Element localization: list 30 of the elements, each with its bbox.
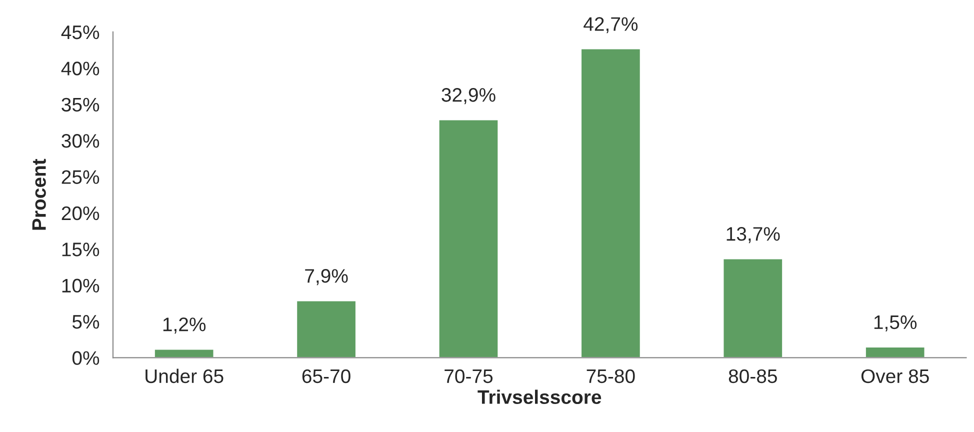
y-tick-label: 15%	[62, 242, 100, 256]
y-tick-label: 5%	[72, 315, 100, 329]
x-tick-label: 75-80	[586, 369, 635, 384]
bar	[722, 258, 784, 358]
y-tick-label: 25%	[62, 170, 100, 184]
data-label: 42,7%	[584, 17, 638, 34]
y-tick-label: 35%	[62, 98, 100, 112]
data-label: 1,5%	[874, 315, 917, 332]
y-axis-title: Procent	[32, 158, 46, 230]
x-tick-label: 70-75	[444, 369, 493, 384]
data-label: 13,7%	[726, 227, 780, 244]
x-tick-label: 65-70	[302, 369, 350, 384]
data-label: 32,9%	[442, 88, 496, 104]
x-axis-title: Trivselsscore	[478, 390, 602, 404]
y-tick-label: 40%	[61, 62, 100, 76]
y-tick-label: 20%	[62, 206, 100, 220]
bar	[864, 346, 926, 358]
bar	[438, 118, 500, 358]
data-label: 7,9%	[305, 269, 348, 286]
bar	[154, 348, 215, 358]
x-tick-label: Over 85	[861, 369, 929, 384]
y-tick-label: 45%	[61, 26, 100, 40]
data-label: 1,2%	[163, 318, 206, 334]
y-tick-label: 30%	[62, 134, 100, 148]
x-tick-label: Under 65	[146, 368, 224, 384]
bar	[296, 300, 357, 358]
bar	[580, 48, 642, 358]
x-tick-label: 80-85	[728, 369, 777, 384]
y-tick-label: 10%	[62, 278, 100, 293]
y-tick-label: 0%	[72, 351, 100, 365]
